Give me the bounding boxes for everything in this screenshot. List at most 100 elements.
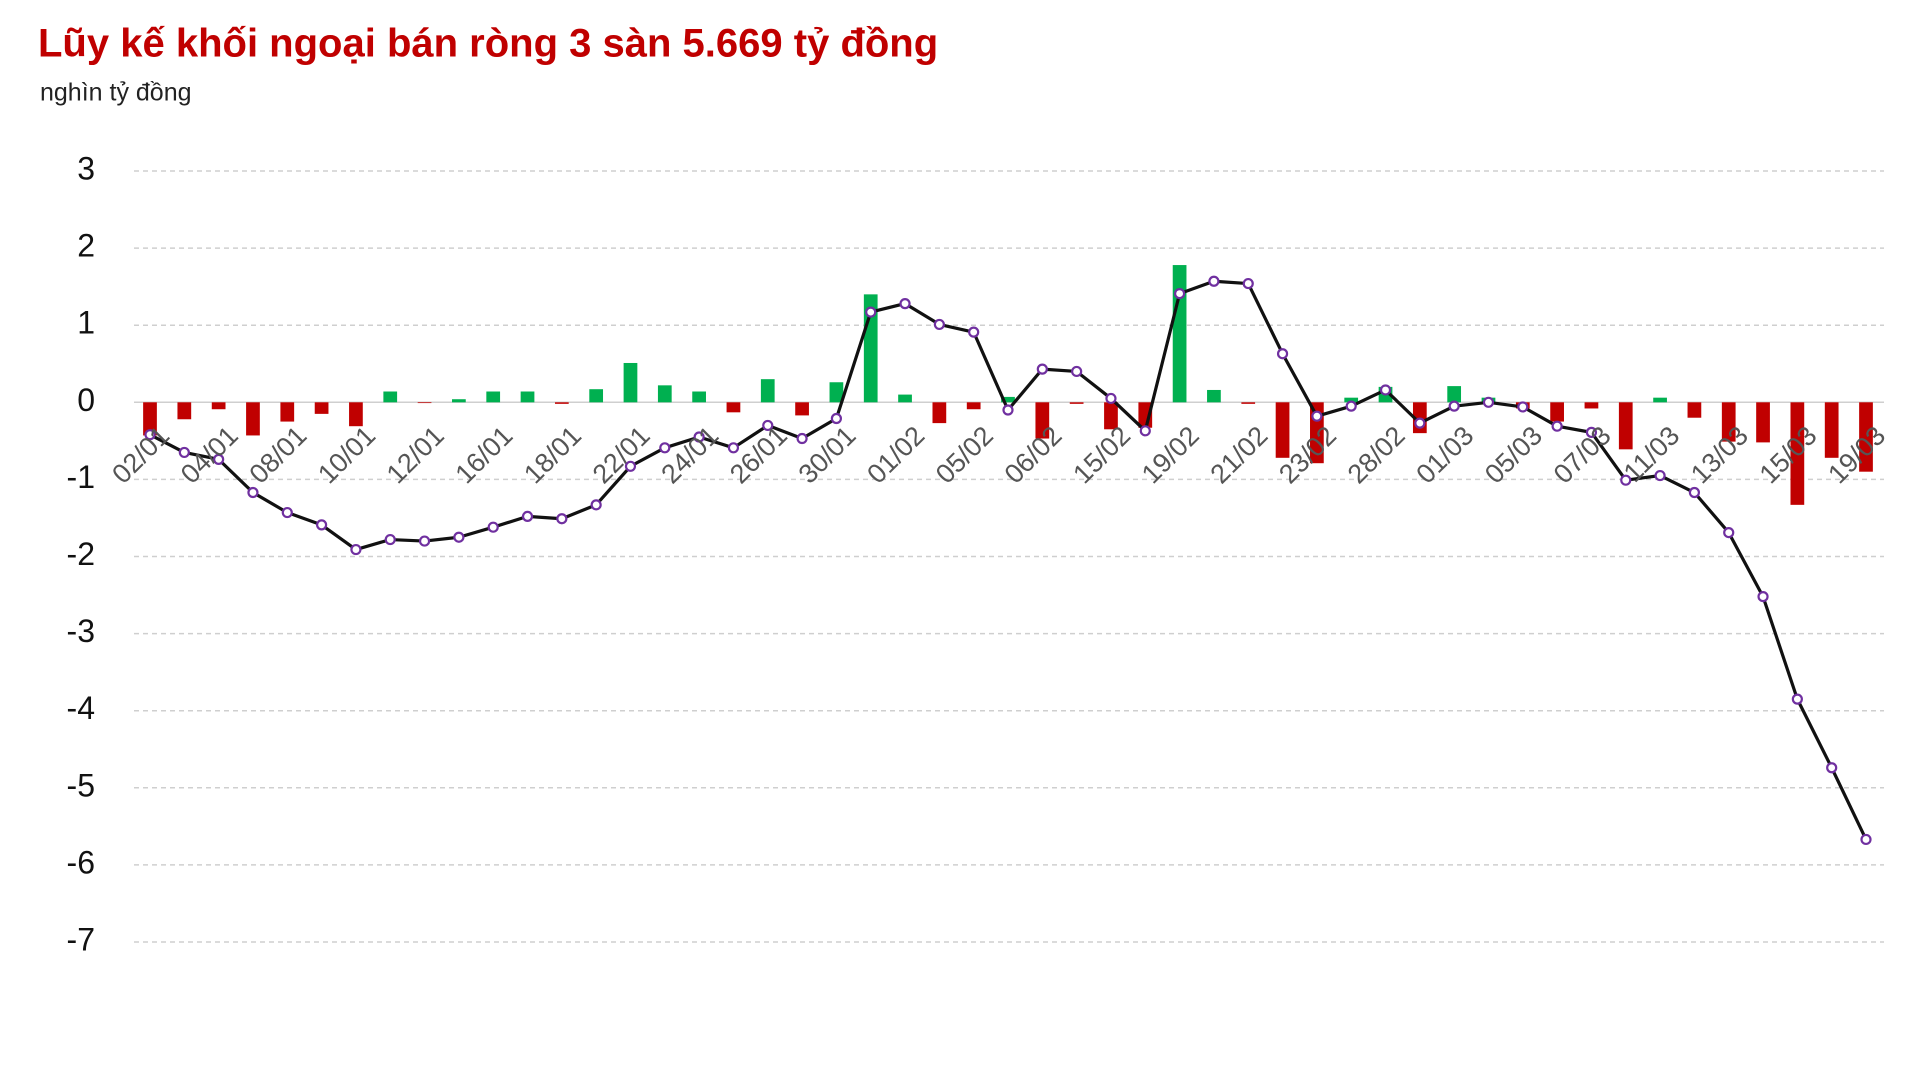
bar: [280, 402, 295, 422]
bar: [1241, 402, 1256, 404]
line-marker: [1551, 420, 1563, 432]
bar: [1687, 402, 1702, 418]
line-marker: [1688, 486, 1701, 499]
line-marker: [487, 521, 499, 533]
bar: [486, 391, 501, 403]
line-marker: [796, 432, 808, 445]
bar: [1824, 402, 1839, 458]
x-tick-label: 16/01: [449, 420, 518, 489]
bar: [1584, 402, 1599, 409]
line-marker: [384, 533, 396, 546]
bar: [417, 402, 432, 404]
line-marker: [453, 531, 465, 543]
bar: [1001, 396, 1015, 403]
line-marker: [1448, 400, 1460, 412]
line-marker: [1071, 365, 1083, 378]
bar: [1035, 402, 1050, 439]
line-marker: [968, 326, 980, 338]
bar: [623, 362, 638, 403]
line-marker: [1208, 275, 1220, 287]
y-tick-label: 0: [77, 382, 95, 418]
bar: [932, 402, 947, 424]
chart-title: Lũy kế khối ngoại bán ròng 3 sàn 5.669 t…: [38, 22, 938, 66]
bar: [1344, 397, 1359, 403]
line-marker: [830, 412, 843, 425]
bar: [1653, 397, 1667, 403]
line-marker: [1002, 404, 1014, 416]
bar: [829, 382, 844, 403]
bar: [452, 399, 466, 403]
line-marker: [1482, 396, 1495, 408]
bar: [1618, 402, 1633, 450]
line-marker: [1173, 287, 1186, 300]
bar: [795, 402, 809, 416]
y-tick-label: -5: [67, 767, 95, 803]
bar: [1275, 402, 1290, 458]
line-marker: [624, 460, 637, 472]
bar: [143, 402, 157, 436]
bar: [726, 402, 741, 413]
bar: [966, 402, 981, 410]
line-marker: [1791, 693, 1803, 705]
line-marker: [1757, 590, 1769, 603]
bar: [211, 402, 226, 410]
y-tick-label: -7: [67, 921, 95, 957]
bar: [1069, 402, 1084, 404]
bar: [760, 379, 775, 403]
bar: [177, 402, 192, 420]
bar: [1790, 402, 1805, 505]
y-tick-label: -2: [67, 536, 95, 572]
bar: [520, 391, 535, 403]
chart-subtitle: nghìn tỷ đồng: [40, 79, 192, 107]
bar: [692, 391, 706, 403]
bar: [1447, 386, 1462, 403]
line-marker: [1311, 410, 1323, 422]
y-tick-label: -4: [67, 690, 95, 726]
bar: [1104, 402, 1118, 430]
bar: [246, 402, 260, 436]
line-marker: [659, 442, 671, 454]
line-marker: [316, 519, 328, 531]
line-marker: [727, 442, 740, 454]
line-marker: [762, 419, 774, 432]
line-marker: [418, 535, 431, 547]
line-marker: [1654, 469, 1666, 482]
line-marker: [350, 543, 362, 556]
line-marker: [933, 318, 945, 331]
bar: [349, 402, 363, 427]
bar: [1172, 265, 1187, 403]
bar: [1756, 402, 1770, 443]
line-marker: [899, 298, 911, 310]
y-tick-label: 2: [77, 228, 95, 264]
line-marker: [1242, 277, 1254, 290]
x-tick-label: 06/02: [999, 420, 1068, 489]
bar: [1721, 402, 1736, 442]
y-tick-label: 3: [77, 150, 95, 186]
line-marker: [281, 506, 293, 519]
line-marker: [1723, 526, 1735, 539]
line-marker: [590, 499, 602, 511]
line-marker: [1414, 417, 1426, 429]
line-marker: [1036, 363, 1048, 375]
y-tick-label: 1: [77, 305, 95, 341]
line-marker: [556, 513, 568, 525]
bar: [1859, 402, 1873, 472]
line-marker: [1860, 833, 1872, 846]
line-marker: [1517, 401, 1529, 413]
bar: [1207, 389, 1221, 403]
line-marker: [1345, 400, 1357, 412]
y-tick-label: -3: [67, 613, 95, 649]
line-marker: [693, 431, 705, 443]
line-marker: [1620, 474, 1632, 486]
line-marker: [1379, 384, 1392, 396]
bar: [1550, 402, 1564, 422]
line-marker: [213, 453, 225, 465]
bar: [898, 394, 912, 403]
line-marker: [865, 306, 877, 318]
bar: [657, 385, 672, 403]
line-marker: [1585, 426, 1598, 438]
bar: [383, 391, 398, 403]
bar: [589, 389, 604, 403]
